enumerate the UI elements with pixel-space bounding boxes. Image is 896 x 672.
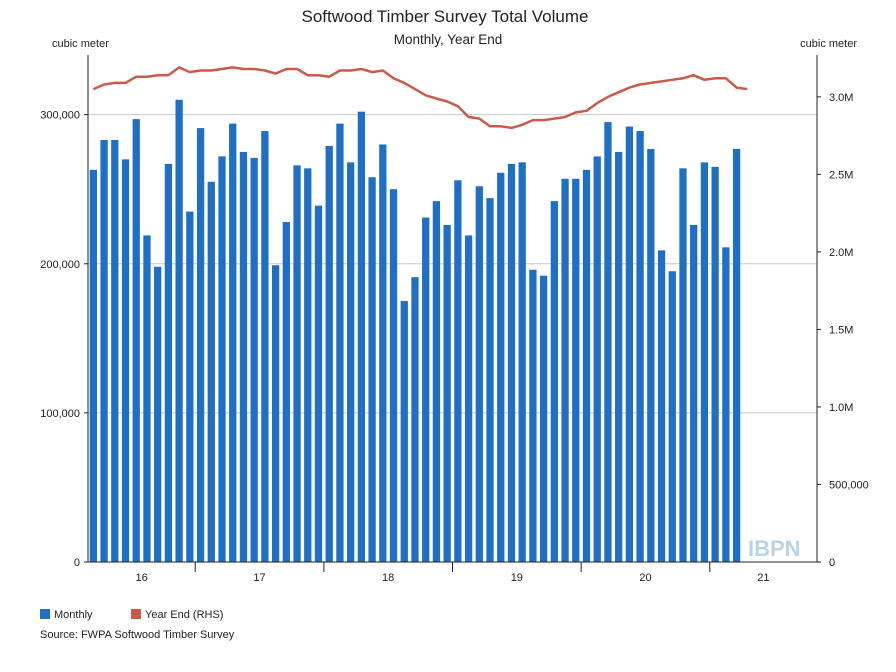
bar-2017-07 bbox=[261, 131, 269, 563]
bar-2016-07 bbox=[132, 119, 140, 562]
bar-2017-06 bbox=[250, 157, 258, 562]
bar-2019-10 bbox=[550, 201, 558, 562]
bar-2016-04 bbox=[100, 139, 108, 562]
left-tick-label-2: 200,000 bbox=[40, 259, 80, 271]
bar-2017-05 bbox=[239, 151, 248, 563]
right-tick-label-4: 2.0M bbox=[829, 247, 853, 259]
bar-2020-07 bbox=[647, 148, 655, 562]
chart-subtitle: Monthly, Year End bbox=[394, 32, 503, 47]
bar-2021-01 bbox=[711, 166, 719, 562]
bar-2021-02 bbox=[722, 247, 730, 563]
left-axis-ticks: 0 100,000 200,000 300,000 bbox=[40, 110, 88, 569]
right-tick-label-6: 3.0M bbox=[829, 92, 853, 104]
bar-2016-10 bbox=[164, 163, 173, 562]
bar-2017-09 bbox=[282, 222, 290, 562]
bar-2018-08 bbox=[400, 301, 408, 562]
left-tick-label-1: 100,000 bbox=[40, 408, 80, 420]
bar-2017-11 bbox=[304, 168, 312, 562]
bar-2018-03 bbox=[347, 162, 355, 563]
bar-2020-06 bbox=[636, 131, 644, 563]
bar-2016-12 bbox=[186, 211, 194, 562]
bar-2020-05 bbox=[625, 126, 634, 562]
bar-2016-03 bbox=[89, 169, 98, 562]
bar-2016-05 bbox=[111, 139, 119, 562]
bar-2018-05 bbox=[368, 177, 376, 562]
legend-label-year-end: Year End (RHS) bbox=[145, 609, 223, 621]
right-axis-unit: cubic meter bbox=[800, 38, 857, 50]
chart-title: Softwood Timber Survey Total Volume bbox=[302, 7, 589, 26]
bar-2020-11 bbox=[690, 224, 698, 562]
bar-2017-04 bbox=[229, 123, 237, 562]
bar-2019-01 bbox=[454, 180, 462, 562]
bar-2016-11 bbox=[175, 99, 183, 562]
right-tick-label-1: 500,000 bbox=[829, 479, 869, 491]
bar-2017-08 bbox=[271, 265, 280, 562]
bar-2017-03 bbox=[218, 156, 226, 562]
right-tick-label-2: 1.0M bbox=[829, 402, 853, 414]
right-tick-label-3: 1.5M bbox=[829, 324, 853, 336]
bar-2017-02 bbox=[207, 181, 215, 562]
bar-2019-06 bbox=[507, 163, 516, 562]
x-tick-label-19: 19 bbox=[511, 572, 523, 584]
bar-2021-03 bbox=[732, 148, 741, 562]
bar-2019-02 bbox=[464, 235, 473, 562]
bar-2018-09 bbox=[411, 277, 419, 562]
bar-2018-10 bbox=[422, 217, 430, 562]
bar-2018-07 bbox=[389, 189, 398, 563]
watermark-logo: IBPN bbox=[748, 536, 801, 561]
source-note: Source: FWPA Softwood Timber Survey bbox=[40, 629, 235, 641]
legend-swatch-year-end bbox=[131, 609, 141, 619]
bar-2017-10 bbox=[293, 165, 301, 563]
bar-2019-07 bbox=[518, 162, 526, 563]
bar-2020-12 bbox=[700, 162, 709, 563]
bar-2018-06 bbox=[379, 144, 387, 562]
bar-2020-03 bbox=[604, 122, 612, 563]
bar-2016-09 bbox=[154, 266, 162, 562]
x-tick-label-20: 20 bbox=[639, 572, 651, 584]
bar-2019-08 bbox=[529, 269, 537, 562]
bar-2018-02 bbox=[336, 123, 344, 562]
monthly-bars bbox=[89, 99, 741, 563]
left-tick-label-3: 300,000 bbox=[40, 110, 80, 122]
x-tick-label-16: 16 bbox=[135, 572, 147, 584]
legend-label-monthly: Monthly bbox=[54, 609, 93, 621]
bar-2016-08 bbox=[143, 235, 151, 562]
right-axis-ticks: 0 500,000 1.0M 1.5M 2.0M 2.5M 3.0M bbox=[817, 92, 869, 569]
right-tick-label-0: 0 bbox=[829, 557, 835, 569]
bar-2020-04 bbox=[615, 151, 623, 563]
bar-2019-05 bbox=[497, 172, 505, 562]
x-tick-label-21: 21 bbox=[757, 572, 769, 584]
bar-2020-01 bbox=[582, 169, 591, 562]
bar-2019-12 bbox=[572, 178, 580, 563]
bar-2020-10 bbox=[679, 168, 687, 562]
year-end-line bbox=[92, 66, 748, 130]
bar-2020-08 bbox=[657, 250, 666, 562]
bar-2017-01 bbox=[196, 128, 205, 563]
right-tick-label-5: 2.5M bbox=[829, 169, 853, 181]
bar-2019-11 bbox=[561, 178, 569, 563]
x-tick-label-17: 17 bbox=[253, 572, 265, 584]
bar-2020-02 bbox=[593, 156, 601, 562]
left-tick-label-0: 0 bbox=[74, 557, 80, 569]
bar-2019-03 bbox=[475, 186, 483, 563]
bar-2016-06 bbox=[121, 159, 130, 562]
bar-2019-04 bbox=[486, 198, 494, 562]
bar-2019-09 bbox=[539, 275, 548, 562]
legend-swatch-monthly bbox=[40, 609, 50, 619]
legend: Monthly Year End (RHS) bbox=[40, 609, 223, 621]
left-axis-unit: cubic meter bbox=[52, 38, 109, 50]
x-axis-ticks: 16 17 18 19 20 21 bbox=[135, 562, 770, 584]
bar-2020-09 bbox=[668, 271, 676, 562]
x-tick-label-18: 18 bbox=[382, 572, 394, 584]
bar-2018-12 bbox=[443, 224, 451, 562]
bar-2018-01 bbox=[325, 145, 333, 562]
bar-2017-12 bbox=[314, 205, 323, 562]
bar-2018-11 bbox=[432, 201, 441, 562]
bar-2018-04 bbox=[357, 111, 366, 562]
